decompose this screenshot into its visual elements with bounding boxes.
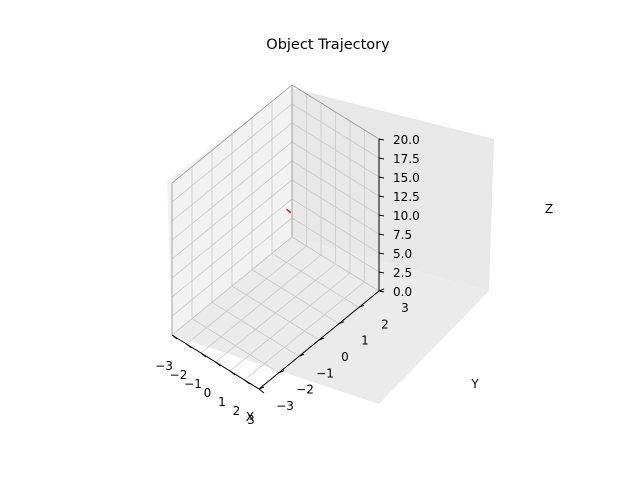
y-axis-label: Y	[470, 377, 479, 391]
y-tick	[258, 386, 265, 390]
grid-line-z-left	[171, 217, 293, 317]
x-tick	[244, 379, 250, 385]
grid-line-z-left	[171, 198, 293, 298]
grid-line-z-left	[171, 103, 293, 203]
z-axis-label: Z	[545, 202, 553, 216]
floor-pane	[172, 237, 489, 404]
z-tick	[378, 233, 385, 236]
z-tick	[378, 252, 385, 255]
z-tick	[378, 157, 385, 160]
axes-panes	[167, 88, 494, 404]
z-tick-label: 10.0	[393, 209, 420, 223]
x-tick-label: −3	[155, 359, 173, 373]
x-tick	[215, 361, 221, 367]
grid-line-z-left	[171, 122, 293, 222]
grid-line-y-floor	[231, 285, 320, 341]
x-tick	[186, 343, 192, 349]
grid-line-z-right	[291, 179, 380, 235]
y-tick	[278, 370, 285, 374]
grid-line-z-left	[171, 236, 293, 336]
y-tick	[338, 321, 345, 325]
data-series	[285, 208, 292, 214]
trajectory-line	[285, 208, 292, 214]
y-tick	[298, 353, 305, 357]
grid-line-z-right	[291, 122, 380, 178]
z-tick-label: 17.5	[393, 152, 420, 166]
pane-edge	[291, 84, 380, 140]
z-tick	[378, 176, 385, 179]
z-tick-label: 2.5	[393, 266, 412, 280]
y-tick	[318, 337, 325, 341]
y-tick	[358, 304, 365, 308]
y-tick-label: 3	[401, 301, 409, 315]
grid-line-z-right	[291, 198, 380, 254]
x-tick	[229, 370, 236, 376]
back-pane-right	[292, 88, 494, 291]
grid-line-z-right	[291, 103, 380, 159]
y-tick-label: 2	[381, 317, 389, 331]
axis-ticks	[171, 138, 385, 394]
pane-edge	[171, 84, 293, 184]
y-tick-label: −1	[316, 366, 334, 380]
grid-line-z-right	[291, 141, 380, 197]
z-tick	[378, 271, 385, 274]
z-tick-label: 0.0	[393, 285, 412, 299]
grid-line-z-right	[291, 217, 380, 273]
grid-line-y-floor	[251, 269, 340, 325]
grid-line-z-right	[291, 160, 380, 216]
y-tick-label: 0	[341, 350, 349, 364]
grid-line-z-left	[171, 160, 293, 260]
z-tick-label: 12.5	[393, 190, 420, 204]
x-tick-label: 1	[218, 395, 226, 409]
x-axis-label: X	[246, 410, 254, 424]
x-tick-label: −2	[170, 368, 188, 382]
grid-line-z-left	[171, 179, 293, 279]
x-tick-label: 2	[233, 404, 241, 418]
x-tick	[171, 334, 178, 340]
grid-line-y-floor	[191, 318, 280, 374]
z-tick-label: 20.0	[393, 133, 420, 147]
x-tick-label: −1	[184, 377, 202, 391]
x-tick-label: 3	[247, 413, 255, 427]
back-pane-left	[167, 88, 292, 335]
grid-line-y-floor	[271, 252, 360, 308]
y-tick-label: −2	[296, 383, 314, 397]
x-tick	[258, 388, 265, 394]
z-tick	[378, 290, 385, 293]
z-tick-label: 7.5	[393, 228, 412, 242]
grid-line-z-right	[291, 236, 380, 292]
grid-line-y-floor	[211, 301, 300, 357]
y-tick-label: 1	[361, 334, 369, 348]
grid-line-z-left	[171, 141, 293, 241]
x-tick-label: 0	[204, 386, 212, 400]
z-tick	[378, 138, 385, 141]
tick-labels: −3−2−10123−3−2−101230.02.55.07.510.012.5…	[155, 133, 420, 427]
chart-title: Object Trajectory	[266, 37, 390, 53]
z-tick-label: 5.0	[393, 247, 412, 261]
z-tick	[378, 214, 385, 217]
y-tick-label: −3	[276, 399, 294, 413]
z-tick	[378, 195, 385, 198]
z-tick-label: 15.0	[393, 171, 420, 185]
x-tick	[200, 352, 207, 358]
